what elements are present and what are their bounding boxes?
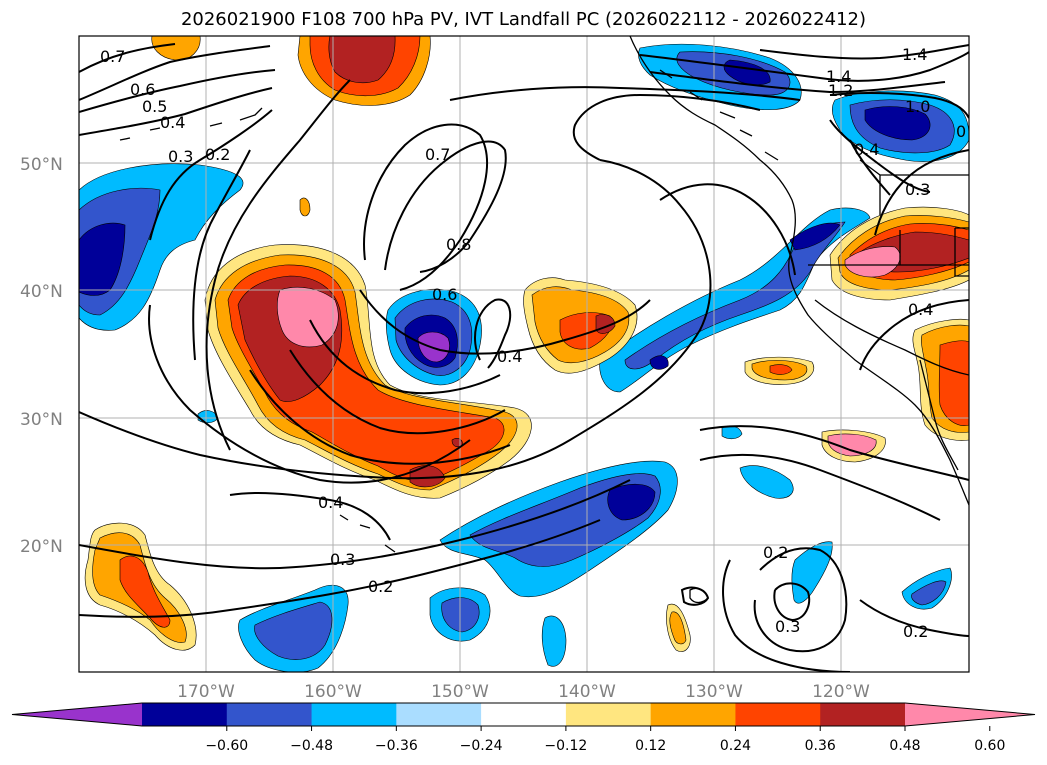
colorbar-tick-label: −0.24 — [460, 738, 503, 754]
lon-label: 160°W — [304, 682, 362, 702]
colorbar-outline — [11, 702, 1036, 727]
contour-label: 0.2 — [368, 577, 393, 596]
contour-label: 0.7 — [425, 145, 450, 164]
colorbar-tick-label: 0.36 — [805, 738, 836, 754]
contour-label: 0.6 — [432, 285, 457, 304]
contour-label: 0.7 — [100, 47, 125, 66]
lat-label: 50°N — [20, 155, 63, 175]
contour-label: 0.6 — [130, 80, 155, 99]
lat-label: 30°N — [20, 410, 63, 430]
contour-label: 0.3 — [905, 180, 930, 199]
contour-label: 0.2 — [763, 543, 788, 562]
colorbar-segment — [820, 703, 906, 726]
contour-label: 1.4 — [826, 67, 851, 86]
contour-label: 0.2 — [903, 622, 928, 641]
contour-label: 1.4 — [902, 45, 927, 64]
contour-label: 0.4 — [160, 113, 185, 132]
lon-label: 130°W — [685, 682, 743, 702]
contour-label: 0 — [956, 122, 966, 141]
contour-label: 0.4 — [908, 300, 933, 319]
contour-label: 0.3 — [775, 617, 800, 636]
colorbar-segment — [311, 703, 397, 726]
colorbar-tick-label: −0.48 — [290, 738, 333, 754]
map-title: 2026021900 F108 700 hPa PV, IVT Landfall… — [180, 9, 867, 30]
colorbar-segment — [481, 703, 567, 726]
colorbar-segment — [226, 703, 313, 726]
colorbar-tick-label: 0.60 — [974, 738, 1005, 754]
colorbar-ticks: −0.60 −0.48 −0.36 −0.24 −0.12 0.12 0.24 0.36 0.4… — [205, 726, 1005, 754]
negative-anomalies — [79, 43, 969, 672]
colorbar — [11, 702, 1036, 727]
colorbar-segment — [735, 703, 821, 726]
colorbar-tick-label: 0.48 — [889, 738, 920, 754]
contour-label: 0.4 — [497, 347, 522, 366]
colorbar-extend-min — [12, 703, 142, 726]
contour-label: 0.5 — [142, 97, 167, 116]
contour-label: 0.3 — [330, 550, 355, 569]
colorbar-tick-label: 0.24 — [720, 738, 751, 754]
lon-label: 140°W — [558, 682, 616, 702]
contour-label: 0.3 — [168, 147, 193, 166]
colorbar-segment — [565, 703, 652, 726]
contour-label: 0.4 — [318, 493, 343, 512]
colorbar-tick-label: −0.60 — [205, 738, 248, 754]
colorbar-tick-label: 0.12 — [635, 738, 666, 754]
contour-label: 0.4 — [854, 140, 879, 159]
lat-label: 20°N — [20, 537, 63, 557]
colorbar-segment — [650, 703, 736, 726]
colorbar-tick-label: −0.12 — [544, 738, 587, 754]
contour-label: 0.8 — [446, 235, 471, 254]
colorbar-extend-max — [905, 703, 1035, 726]
lon-label: 170°W — [177, 682, 235, 702]
contour-label: 0.2 — [205, 145, 230, 164]
colorbar-segment — [142, 703, 228, 726]
colorbar-segment — [396, 703, 482, 726]
lat-label: 40°N — [20, 282, 63, 302]
map-content: 0.7 0.6 0.5 0.4 0.3 0.2 0.7 0.8 0.6 0.4 … — [79, 36, 969, 672]
latitude-labels: 50°N 40°N 30°N 20°N — [20, 155, 63, 557]
contour-label: 1.2 — [828, 81, 853, 100]
map-frame — [78, 35, 970, 673]
lon-label: 120°W — [812, 682, 870, 702]
colorbar-tick-label: −0.36 — [375, 738, 418, 754]
contour-labels: 0.7 0.6 0.5 0.4 0.3 0.2 0.7 0.8 0.6 0.4 … — [100, 45, 966, 641]
longitude-labels: 170°W 160°W 150°W 140°W 130°W 120°W — [177, 682, 870, 702]
contour-label: 1.0 — [905, 97, 930, 116]
gridlines — [79, 36, 969, 672]
lon-label: 150°W — [431, 682, 489, 702]
pv-contours — [79, 43, 969, 672]
